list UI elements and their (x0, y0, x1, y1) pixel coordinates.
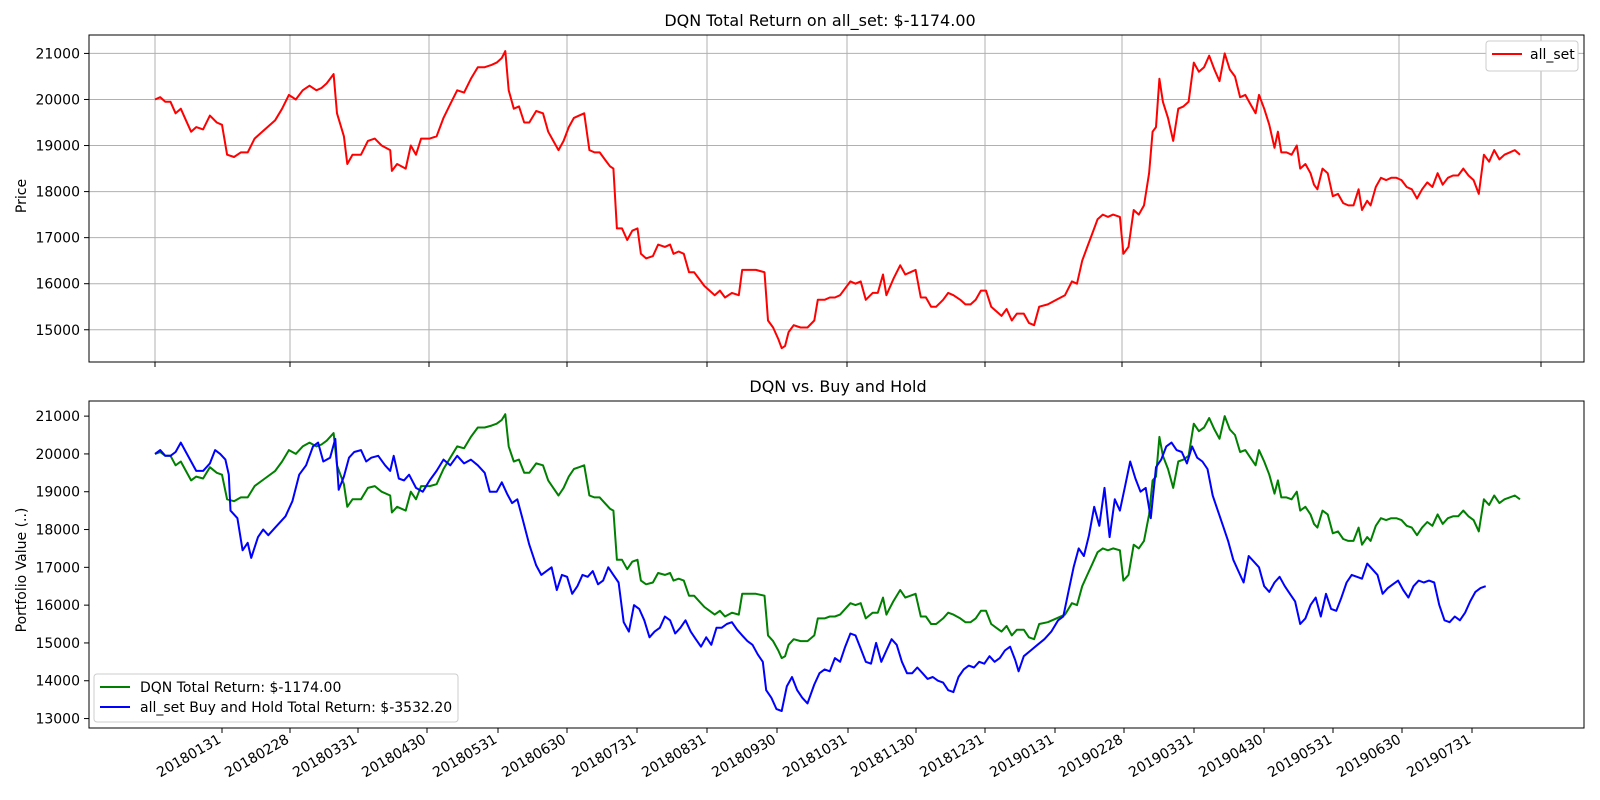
portfolio-y-tick-label: 17000 (35, 560, 80, 576)
price-y-axis-label: Price (14, 179, 30, 213)
price-legend-label: all_set (1530, 47, 1575, 63)
portfolio-y-tick-label: 20000 (35, 447, 80, 463)
price-subplot: DQN Total Return on all_set: $-1174.00 P… (14, 11, 1585, 367)
price-y-tick-label: 21000 (35, 46, 80, 62)
portfolio-y-tick-label: 19000 (35, 485, 80, 501)
portfolio-legend-box (93, 673, 459, 723)
buy-hold-legend-label: all_set Buy and Hold Total Return: $-353… (140, 700, 452, 716)
price-x-ticks (154, 362, 1542, 367)
price-y-tick-label: 16000 (35, 277, 80, 293)
price-y-tick-label: 15000 (35, 323, 80, 339)
price-y-tick-label: 20000 (35, 92, 80, 108)
portfolio-chart-title: DQN vs. Buy and Hold (749, 377, 926, 396)
portfolio-y-tick-label: 13000 (35, 712, 80, 728)
portfolio-series-group (154, 413, 1521, 712)
portfolio-plot-frame (88, 400, 1585, 729)
portfolio-legend: DQN Total Return: $-1174.00 all_set Buy … (93, 673, 459, 723)
price-y-tick-label: 17000 (35, 231, 80, 247)
price-y-tick-label: 19000 (35, 139, 80, 155)
price-plot-frame (88, 34, 1585, 363)
price-series-line (154, 50, 1521, 350)
portfolio-y-tick-label: 15000 (35, 636, 80, 652)
price-chart-title: DQN Total Return on all_set: $-1174.00 (664, 11, 975, 31)
price-series-group (154, 50, 1521, 350)
portfolio-y-tick-label: 21000 (35, 409, 80, 425)
dqn-legend-label: DQN Total Return: $-1174.00 (140, 680, 341, 696)
dqn-series-line (154, 413, 1521, 660)
price-legend-box (1485, 40, 1579, 72)
price-y-ticks: 15000 16000 17000 18000 19000 20000 21000 (35, 46, 89, 339)
price-y-tick-label: 18000 (35, 185, 80, 201)
buy-hold-series-line (154, 437, 1487, 712)
price-legend: all_set (1485, 40, 1579, 72)
portfolio-y-tick-label: 14000 (35, 674, 80, 690)
portfolio-y-axis-label: Portfolio Value (..) (14, 508, 30, 633)
portfolio-y-tick-label: 16000 (35, 598, 80, 614)
portfolio-y-ticks: 13000 14000 15000 16000 17000 18000 19000 20000… (35, 409, 89, 728)
price-grid (89, 35, 1584, 362)
portfolio-y-tick-label: 18000 (35, 523, 80, 539)
